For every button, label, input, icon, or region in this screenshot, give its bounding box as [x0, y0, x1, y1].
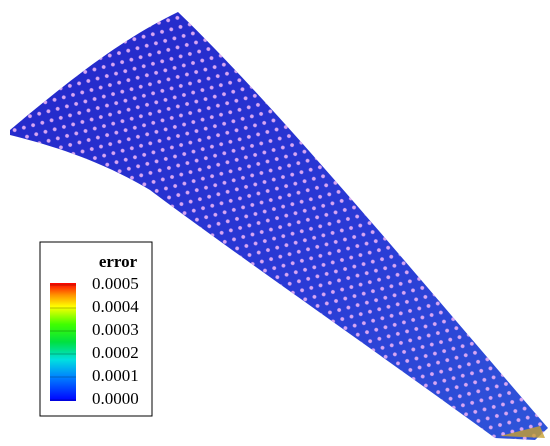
colorbar-tick-label: 0.0001 [92, 366, 139, 385]
colorbar-tick-label: 0.0000 [92, 389, 139, 408]
colorbar-tick-label: 0.0004 [92, 297, 139, 316]
collocation-points [10, 12, 548, 440]
colorbar-tick-label: 0.0005 [92, 274, 139, 293]
tip-error [500, 426, 545, 438]
colorbar-ramp [50, 283, 76, 401]
colorbar-tick-label: 0.0002 [92, 343, 139, 362]
colorbar-title: error [99, 252, 138, 271]
colorbar-tick-label: 0.0003 [92, 320, 139, 339]
